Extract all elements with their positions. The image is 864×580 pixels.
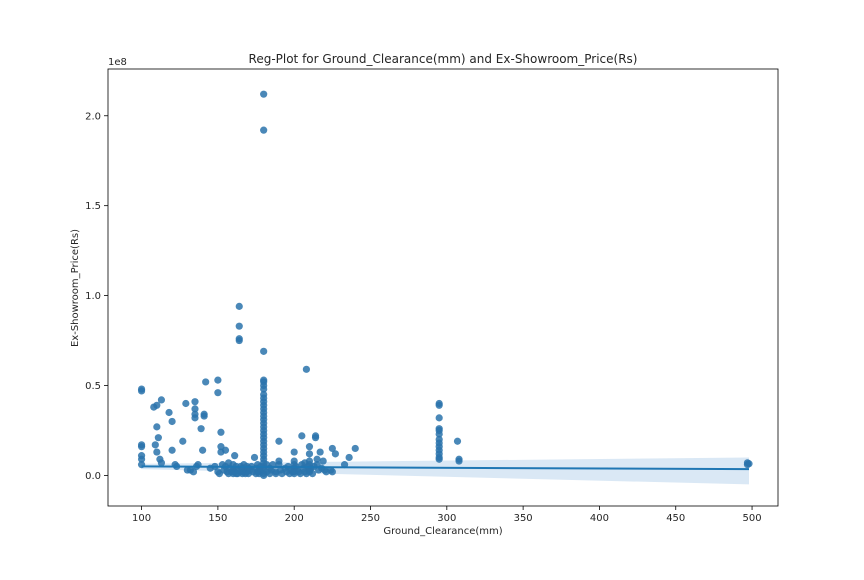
data-point-9: [151, 441, 159, 449]
data-point-199: [453, 437, 462, 445]
data-point-182: [331, 450, 340, 458]
data-point-40: [214, 389, 222, 397]
data-point-8: [153, 401, 161, 409]
data-point-142: [290, 448, 298, 456]
data-point-17: [168, 417, 176, 426]
data-point-39: [214, 376, 222, 384]
data-point-188: [435, 414, 443, 422]
regression-line-layer: [141, 465, 750, 471]
y-tick-label-4: 2.0: [85, 111, 101, 122]
data-point-184: [345, 453, 353, 462]
y-tick-label-2: 1.0: [85, 291, 101, 302]
data-point-83: [250, 453, 259, 462]
data-point-176: [319, 457, 327, 465]
data-point-198: [435, 455, 443, 463]
y-axis: 0.0 0.5 1.0 1.5 2.0: [85, 111, 108, 482]
data-point-92: [260, 90, 268, 98]
x-tick-label-500: 500: [743, 513, 762, 524]
chart-title: Reg-Plot for Ground_Clearance(mm) and Ex…: [249, 52, 638, 66]
x-axis-label: Ground_Clearance(mm): [383, 526, 502, 537]
y-tick-label-3: 1.5: [85, 201, 101, 212]
data-point-201: [455, 457, 463, 465]
data-point-32: [197, 425, 205, 433]
data-point-98: [260, 385, 268, 393]
plot-frame: [107, 68, 779, 507]
data-point-14: [157, 396, 166, 404]
data-point-41: [217, 428, 225, 436]
data-point-12: [154, 434, 162, 442]
y-tick-label-1: 0.5: [85, 381, 101, 392]
x-tick-label-100: 100: [132, 513, 151, 524]
data-point-152: [298, 432, 306, 440]
data-point-26: [191, 398, 199, 406]
data-point-25: [189, 468, 198, 476]
data-point-64: [235, 302, 243, 310]
data-point-48: [221, 446, 230, 454]
data-point-27: [191, 405, 199, 413]
x-tick-label-200: 200: [285, 513, 304, 524]
data-point-161: [305, 450, 314, 458]
data-point-181: [328, 468, 336, 476]
data-point-21: [179, 437, 187, 445]
data-point-10: [153, 448, 161, 456]
data-point-18: [168, 446, 176, 454]
data-point-1: [137, 387, 146, 395]
data-point-35: [202, 378, 210, 386]
data-point-11: [153, 423, 161, 431]
data-point-180: [328, 444, 336, 453]
data-point-131: [275, 437, 283, 445]
data-point-29: [191, 414, 199, 422]
data-point-3: [137, 443, 146, 451]
data-point-160: [305, 443, 314, 451]
data-point-94: [260, 347, 268, 355]
y-offset-label: 1e8: [108, 57, 127, 68]
data-point-34: [200, 412, 208, 420]
y-tick-label-0: 0.0: [85, 471, 101, 482]
data-point-204: [745, 460, 753, 468]
x-tick-label-250: 250: [361, 513, 380, 524]
x-tick-label-300: 300: [437, 513, 456, 524]
x-tick-label-400: 400: [590, 513, 609, 524]
x-tick-label-350: 350: [514, 513, 533, 524]
data-point-15: [157, 459, 166, 467]
data-point-174: [316, 448, 324, 456]
data-point-36: [199, 446, 207, 454]
y-axis-label: Ex-Showroom_Price(Rs): [70, 229, 81, 347]
data-point-93: [260, 126, 268, 134]
x-axis: 100 150 200 250 300 350 400 450 500: [132, 506, 762, 524]
data-point-157: [302, 365, 311, 373]
data-point-191: [435, 430, 443, 438]
data-point-187: [435, 401, 443, 409]
data-point-5: [137, 455, 146, 463]
regression-line: [141, 465, 750, 471]
data-point-167: [308, 470, 317, 478]
data-point-58: [231, 452, 239, 460]
data-point-65: [235, 322, 243, 330]
data-point-171: [313, 455, 321, 463]
x-tick-label-150: 150: [208, 513, 227, 524]
data-point-16: [165, 408, 173, 417]
data-point-22: [182, 399, 190, 408]
data-point-67: [235, 336, 243, 345]
data-point-170: [311, 434, 320, 442]
data-point-185: [351, 444, 359, 453]
x-tick-label-450: 450: [666, 513, 685, 524]
points-layer: [137, 90, 753, 480]
